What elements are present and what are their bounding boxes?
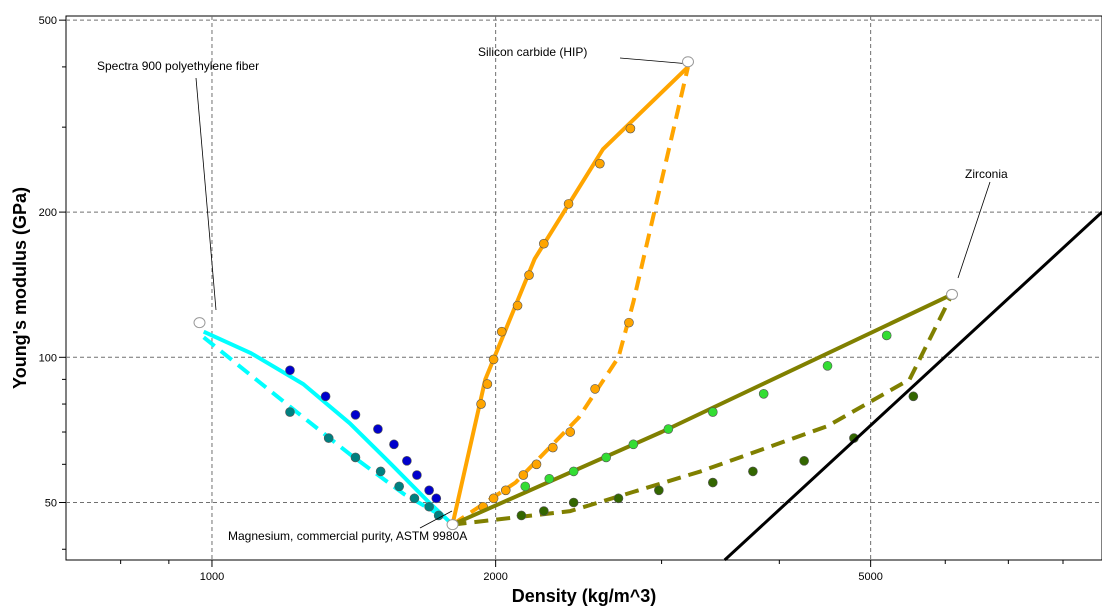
annotation-label: Spectra 900 polyethylene fiber bbox=[97, 59, 259, 73]
annotation-label: Silicon carbide (HIP) bbox=[478, 45, 587, 59]
series-line-5 bbox=[451, 292, 953, 527]
data-point bbox=[822, 361, 833, 371]
data-point bbox=[488, 354, 499, 365]
data-point bbox=[548, 442, 558, 453]
data-point bbox=[601, 452, 611, 463]
data-point bbox=[431, 493, 442, 504]
x-tick-label: 1000 bbox=[200, 571, 224, 583]
data-point bbox=[488, 493, 499, 504]
data-point bbox=[524, 270, 534, 280]
data-point bbox=[500, 485, 511, 496]
annotation-label: Zirconia bbox=[965, 167, 1008, 181]
data-point bbox=[628, 439, 639, 450]
plot-area bbox=[65, 15, 1102, 561]
data-point bbox=[389, 439, 399, 450]
data-point bbox=[563, 199, 574, 209]
data-point bbox=[482, 379, 493, 389]
data-point bbox=[799, 456, 809, 466]
data-point bbox=[323, 433, 334, 443]
data-point bbox=[748, 466, 758, 477]
data-point bbox=[496, 326, 507, 337]
data-point bbox=[595, 158, 605, 169]
annotation-leader bbox=[619, 57, 691, 65]
data-point bbox=[320, 391, 331, 402]
data-point bbox=[350, 409, 361, 420]
series-line-3 bbox=[450, 65, 690, 526]
annotation-marker bbox=[446, 519, 459, 531]
annotation-marker bbox=[946, 288, 959, 300]
annotation-leader bbox=[957, 181, 991, 279]
data-point bbox=[476, 399, 486, 409]
y-tick-label: 50 bbox=[45, 498, 57, 510]
data-point bbox=[518, 470, 529, 480]
data-point bbox=[531, 459, 542, 470]
data-point bbox=[409, 493, 420, 504]
data-point bbox=[590, 384, 600, 394]
data-point bbox=[908, 391, 919, 402]
data-point bbox=[394, 481, 404, 492]
data-point bbox=[654, 485, 664, 496]
data-point bbox=[625, 123, 636, 134]
x-tick-label: 2000 bbox=[483, 571, 507, 583]
data-point bbox=[613, 493, 624, 504]
data-point bbox=[350, 452, 361, 463]
annotations: Spectra 900 polyethylene fiber Silicon ca… bbox=[97, 45, 1008, 543]
data-point bbox=[520, 481, 531, 492]
data-point bbox=[402, 456, 412, 466]
data-point bbox=[758, 389, 769, 399]
data-point bbox=[568, 497, 579, 508]
annotation-marker bbox=[193, 317, 206, 329]
annotation-leader bbox=[195, 77, 217, 311]
data-point bbox=[881, 330, 892, 341]
data-point bbox=[544, 473, 555, 484]
data-point bbox=[375, 466, 386, 477]
annotation-leader bbox=[419, 510, 453, 529]
x-axis-title: Density (kg/m^3) bbox=[512, 586, 657, 606]
data-point bbox=[373, 424, 383, 434]
data-point bbox=[285, 365, 295, 376]
data-point bbox=[708, 407, 718, 417]
data-point bbox=[424, 501, 434, 512]
data-point bbox=[624, 317, 634, 328]
y-tick-label: 100 bbox=[39, 352, 57, 364]
series-line-7 bbox=[723, 210, 1102, 562]
ticks: 1000 2000 5000 50 100 200 500 bbox=[39, 15, 1064, 583]
data-point bbox=[663, 424, 674, 434]
y-tick-label: 200 bbox=[39, 207, 57, 219]
annotation-marker bbox=[681, 56, 694, 68]
data-point bbox=[565, 427, 576, 437]
data-point bbox=[433, 510, 444, 521]
data-point bbox=[285, 407, 295, 417]
y-tick-label: 500 bbox=[39, 15, 57, 27]
series-layer bbox=[202, 65, 1102, 562]
y-axis-title: Young's modulus (GPa) bbox=[10, 187, 30, 389]
data-point bbox=[512, 300, 523, 311]
data-point bbox=[539, 238, 549, 249]
data-point bbox=[424, 485, 434, 496]
data-point bbox=[568, 466, 579, 477]
data-point bbox=[516, 510, 527, 521]
data-point bbox=[539, 506, 549, 516]
grid bbox=[66, 16, 1102, 560]
annotation-label: Magnesium, commercial purity, ASTM 9980A bbox=[228, 529, 467, 543]
data-point bbox=[412, 470, 422, 480]
data-point bbox=[708, 477, 718, 488]
x-tick-label: 5000 bbox=[858, 571, 882, 583]
series-line-6 bbox=[452, 293, 954, 527]
